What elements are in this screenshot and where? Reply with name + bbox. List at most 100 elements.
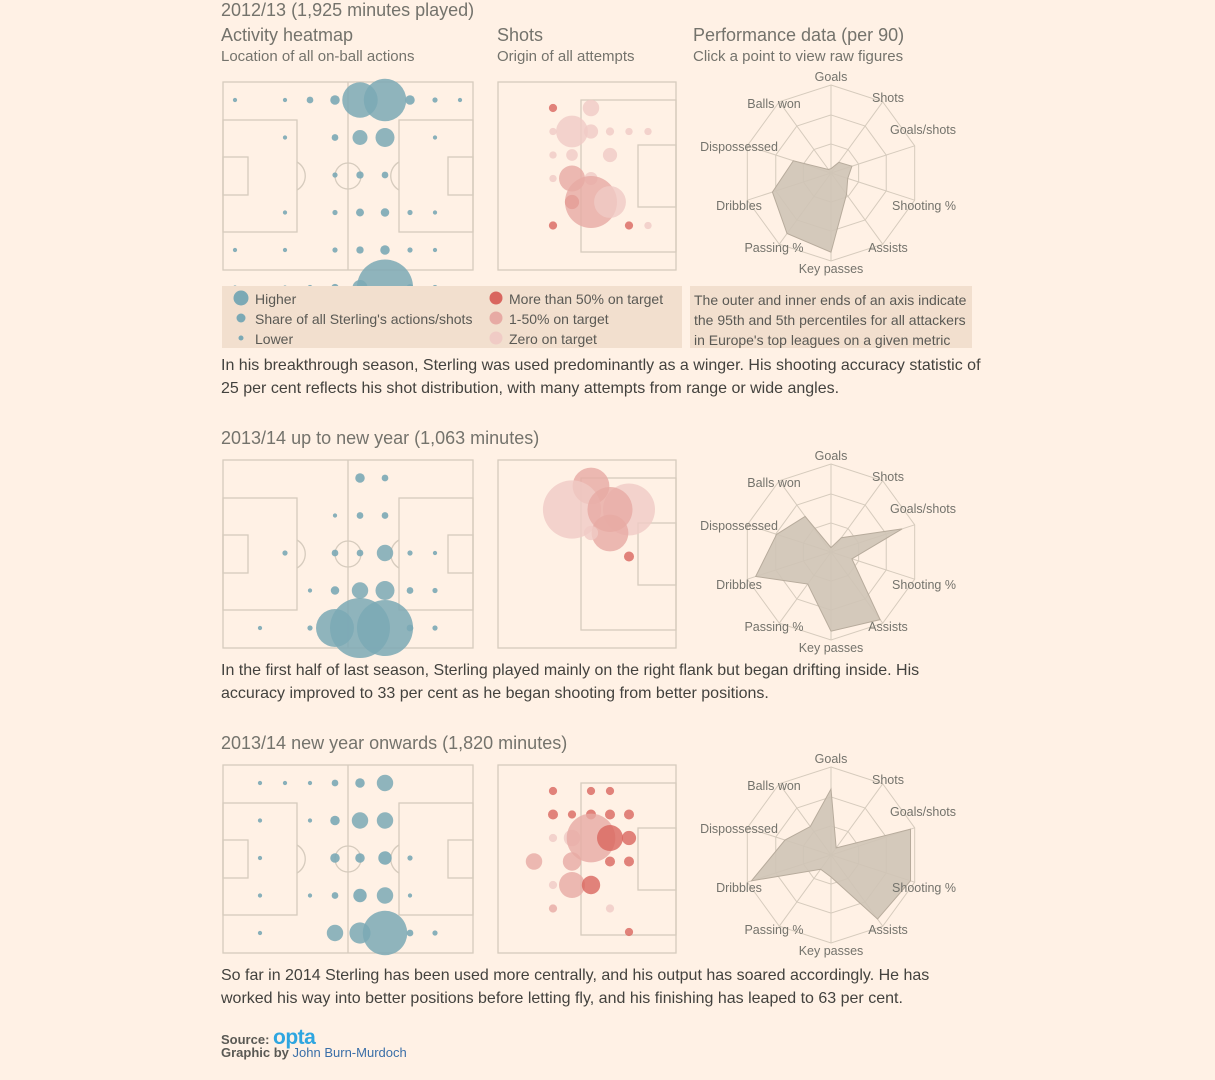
perf-subtitle: Click a point to view raw figures	[693, 48, 904, 65]
legend-shot-high-icon	[489, 291, 503, 305]
heat-point	[307, 818, 313, 823]
heat-point	[457, 97, 463, 103]
heat-point	[432, 587, 438, 594]
heat-point	[306, 96, 314, 104]
radar-axis-label: Key passes	[799, 641, 864, 655]
radar-axis-label: Goals	[815, 449, 848, 463]
heat-point	[432, 550, 438, 556]
radar-axis-label: Dribbles	[716, 199, 762, 213]
radar-axis-label: Shots	[872, 470, 904, 484]
heat-point	[331, 134, 339, 141]
opta-logo: opta	[273, 1026, 316, 1049]
heat-point	[355, 778, 365, 788]
heat-point	[376, 774, 394, 792]
shot-point	[581, 875, 601, 895]
shot-point	[624, 221, 634, 230]
heat-point	[407, 209, 413, 216]
radar-axis-label: Goals/shots	[890, 805, 956, 819]
radar-axis-label: Dribbles	[716, 578, 762, 592]
shot-point	[548, 221, 558, 230]
heat-point	[351, 582, 369, 599]
heat-point	[355, 473, 365, 483]
credit-line: Graphic by John Burn-Murdoch	[221, 1045, 407, 1060]
heat-point	[381, 171, 389, 179]
shot-point	[549, 174, 557, 183]
heat-point	[356, 171, 364, 179]
performance-radar[interactable]: Goals Shots Goals/shots Shooting % Assists Ke…	[700, 752, 965, 962]
radar-axis-label: Assists	[868, 241, 908, 255]
shot-point	[547, 809, 559, 820]
heat-point	[362, 910, 408, 956]
heat-point	[407, 855, 413, 861]
heat-point	[326, 924, 344, 942]
heat-point	[406, 624, 414, 632]
radar-axis-label: Passing %	[744, 241, 803, 255]
heat-point	[282, 97, 288, 103]
legend-heat-high: Higher	[255, 291, 297, 307]
author-link[interactable]: John Burn-Murdoch	[292, 1045, 407, 1060]
heat-point	[356, 512, 364, 519]
pitch-lines	[497, 459, 677, 649]
performance-radar[interactable]: Goals Shots Goals/shots Shooting % Assists Ke…	[700, 449, 965, 659]
heat-point	[405, 95, 415, 105]
heat-point	[332, 172, 338, 178]
shots-pitch	[497, 459, 677, 649]
heat-point	[381, 474, 389, 482]
heat-point	[356, 549, 364, 557]
shot-point	[566, 813, 616, 863]
radar-axis-label: Shooting %	[892, 199, 956, 213]
heat-point	[351, 812, 369, 829]
season-paragraph: In the first half of last season, Sterli…	[221, 662, 920, 702]
radar-axis-label: Shots	[872, 773, 904, 787]
heat-point	[331, 549, 339, 557]
source-line: Source: opta	[221, 1026, 316, 1050]
heatmap-pitch	[222, 459, 474, 658]
heat-point	[381, 512, 389, 519]
shot-point	[586, 786, 596, 796]
radar-axis-label: Goals	[815, 752, 848, 766]
legend-box	[222, 286, 682, 348]
shots-pitch	[497, 764, 677, 954]
shot-point	[594, 186, 626, 218]
shot-point	[623, 551, 635, 562]
heat-point	[257, 893, 263, 898]
heat-point	[257, 818, 263, 823]
radar-axis-label: Shooting %	[892, 578, 956, 592]
radar-area	[754, 515, 903, 632]
heat-point	[376, 812, 394, 829]
shot-point	[621, 830, 637, 846]
heat-point	[432, 247, 438, 253]
radar-axis-label: Shooting %	[892, 881, 956, 895]
shot-point	[604, 856, 616, 867]
radar-axis-label: Dribbles	[716, 881, 762, 895]
heat-point	[257, 780, 263, 786]
season-paragraph: So far in 2014 Sterling has been used mo…	[221, 967, 930, 1007]
heat-point	[376, 887, 394, 904]
shot-point	[602, 147, 618, 163]
heat-point	[282, 780, 288, 786]
shot-point	[562, 852, 582, 871]
heat-point	[356, 208, 364, 217]
season-title: 2013/14 new year onwards (1,820 minutes)	[221, 733, 568, 753]
heat-point	[406, 587, 414, 594]
shot-point	[605, 904, 615, 913]
radar-axis-label: Passing %	[744, 923, 803, 937]
season-title: 2012/13 (1,925 minutes played)	[221, 0, 475, 20]
performance-radar[interactable]: Goals Shots Goals/shots Shooting % Assists Ke…	[700, 70, 965, 280]
heat-point	[355, 853, 365, 863]
radar-axis-label: Goals/shots	[890, 123, 956, 137]
shots-pitch	[497, 81, 677, 271]
perf-title: Performance data (per 90)	[693, 25, 905, 45]
shot-point	[583, 124, 599, 139]
legend-heat-low: Lower	[255, 331, 294, 347]
heat-point	[330, 586, 340, 595]
heat-point	[352, 130, 368, 145]
heat-point	[332, 247, 338, 253]
heat-point	[307, 893, 313, 898]
season-paragraph: In his breakthrough season, Sterling was…	[221, 357, 981, 397]
heat-point	[330, 815, 340, 826]
shot-point	[582, 99, 600, 117]
shot-point	[559, 872, 585, 898]
heat-point	[257, 625, 263, 631]
shot-point	[604, 809, 616, 820]
